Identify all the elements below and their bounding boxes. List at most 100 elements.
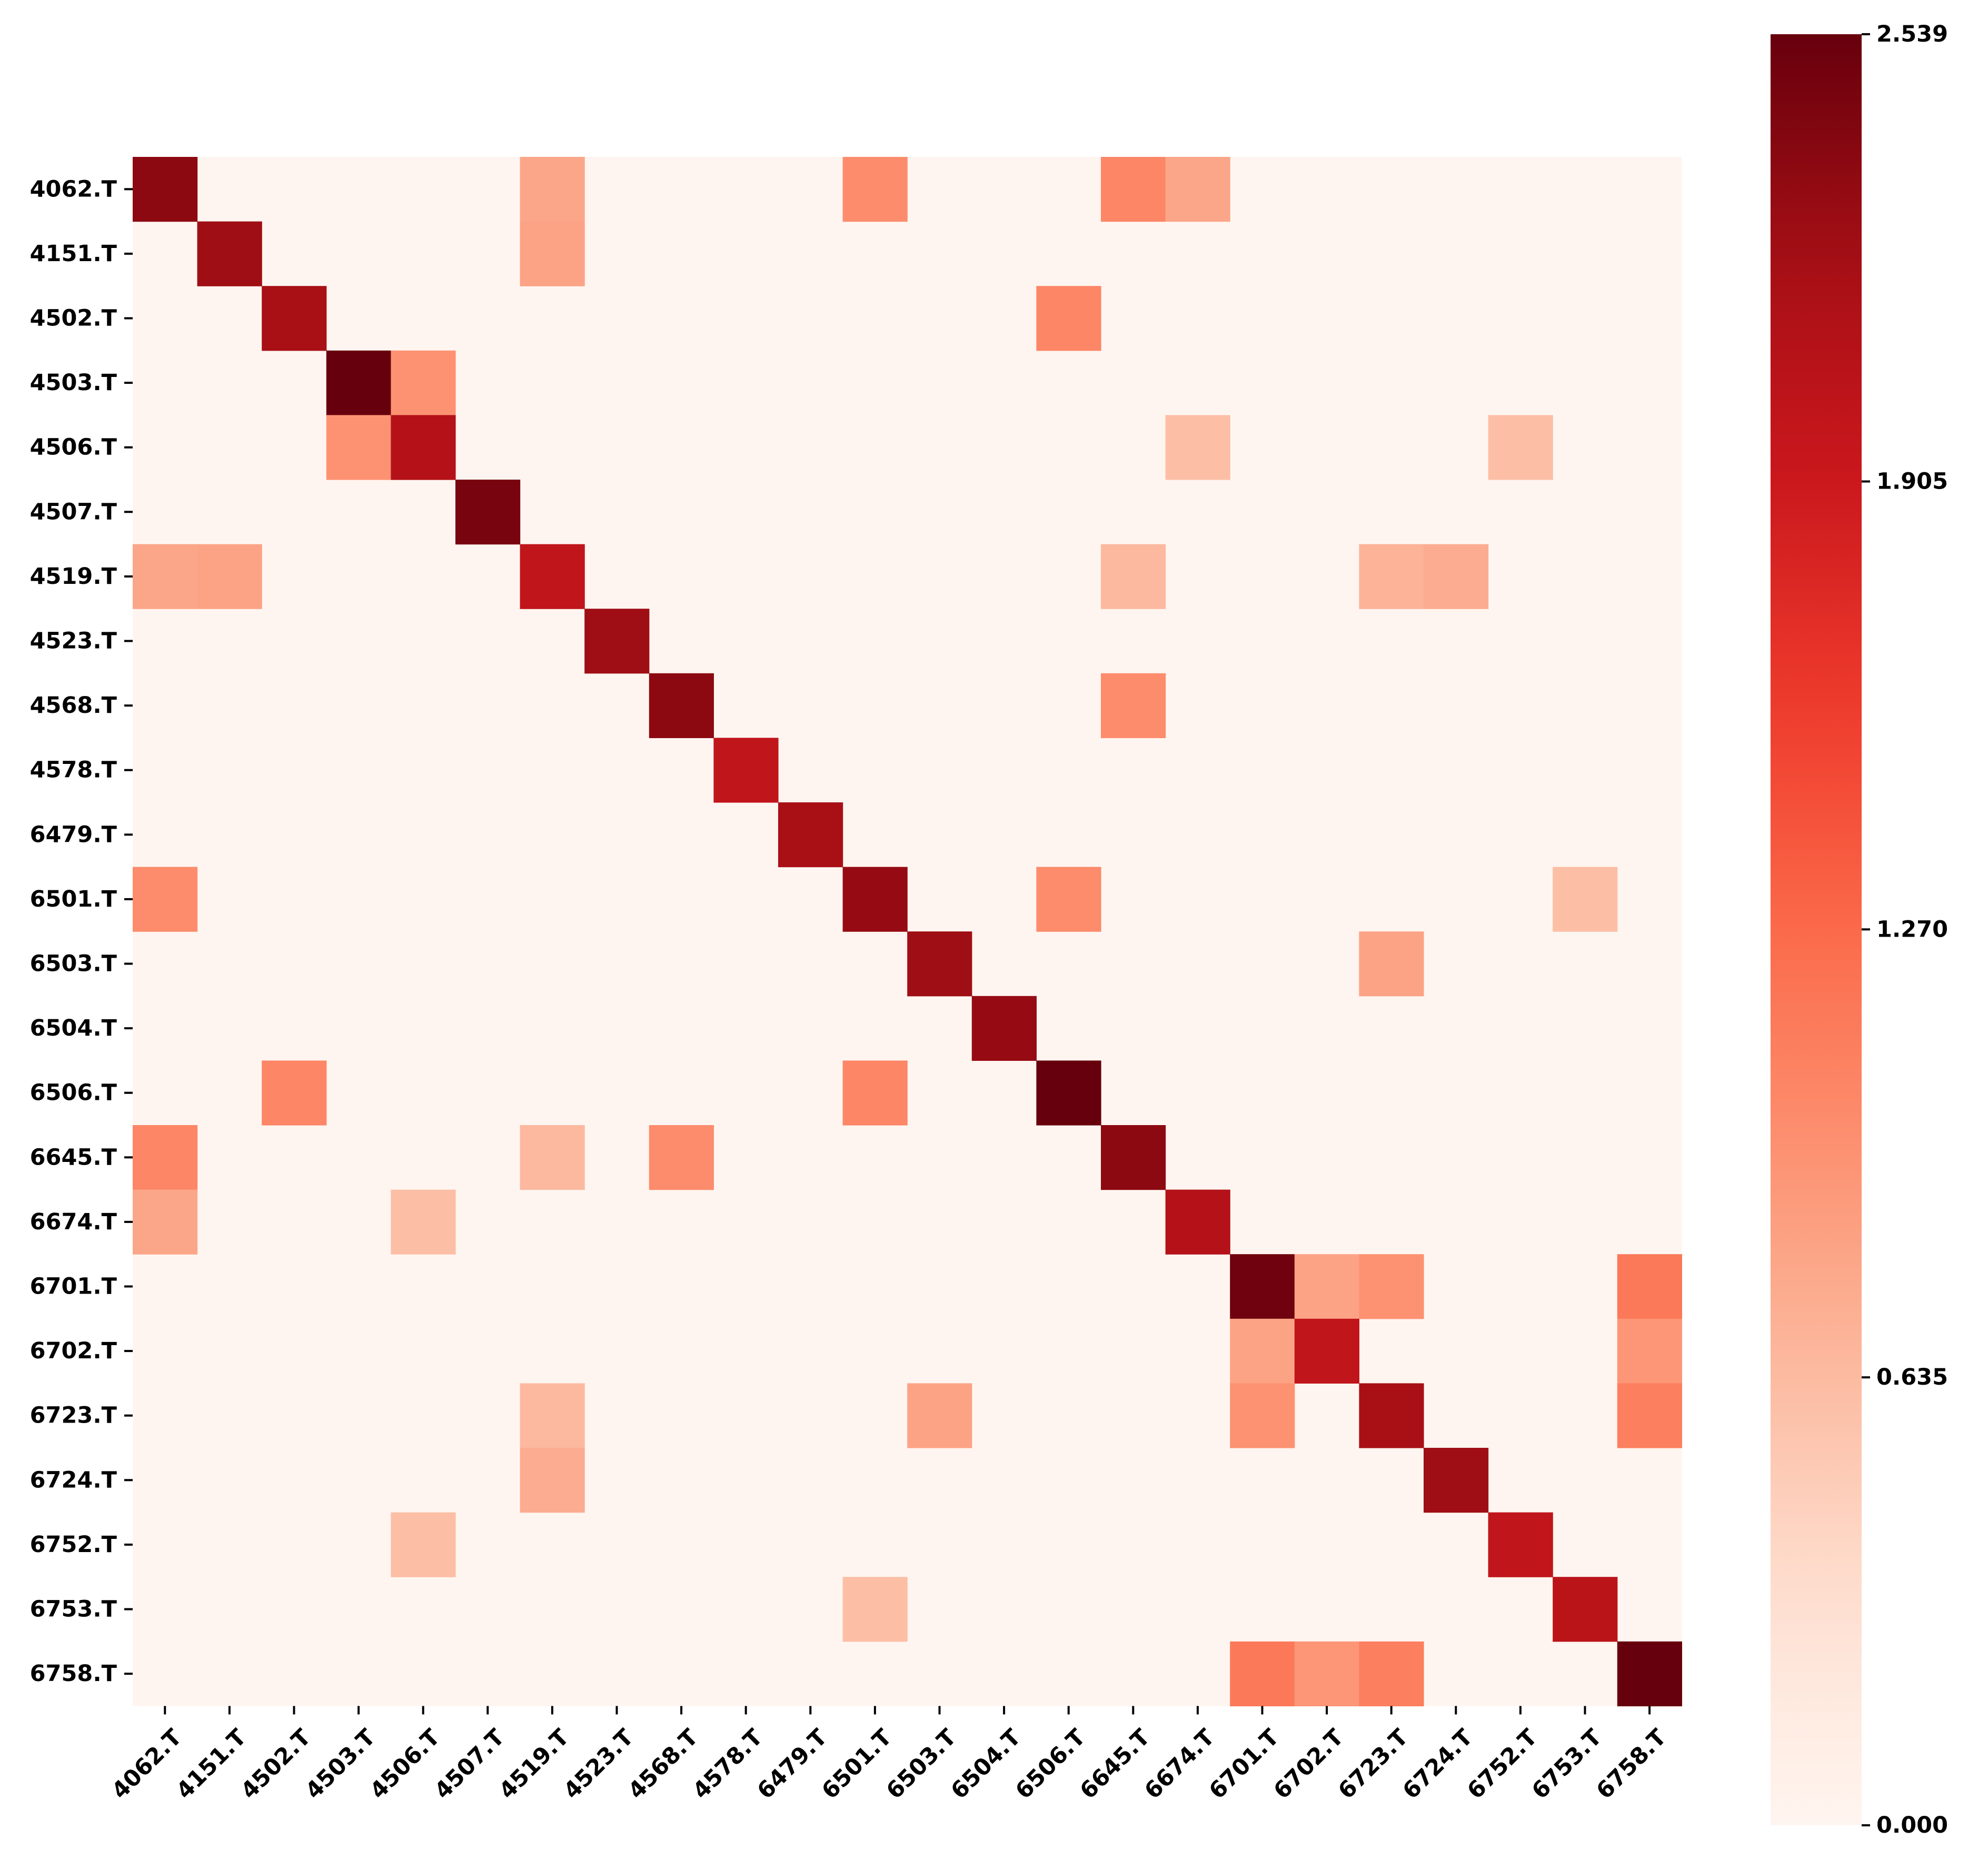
x-tick-label: 6724.T bbox=[1398, 1724, 1478, 1804]
x-tick-label: 4519.T bbox=[494, 1724, 574, 1804]
x-tick-label: 6645.T bbox=[1075, 1724, 1156, 1804]
y-tick-label: 6503.T bbox=[30, 951, 117, 977]
colorbar-tick-label: 0.635 bbox=[1876, 1364, 1948, 1390]
heatmap-cell bbox=[1036, 286, 1101, 351]
heatmap-cell bbox=[391, 1189, 456, 1255]
y-tick-label: 6702.T bbox=[30, 1338, 117, 1364]
colorbar-tick-label: 1.905 bbox=[1876, 468, 1948, 494]
heatmap-cell bbox=[520, 1448, 585, 1513]
heatmap-cell bbox=[1101, 544, 1166, 609]
y-tick-label: 6479.T bbox=[30, 821, 117, 848]
heatmap-cell bbox=[133, 544, 198, 609]
heatmap-cell bbox=[326, 415, 391, 480]
x-tick-label: 6702.T bbox=[1269, 1724, 1349, 1804]
y-tick-label: 6674.T bbox=[30, 1209, 117, 1235]
heatmap-cell bbox=[713, 738, 779, 803]
heatmap-cell bbox=[133, 1189, 198, 1255]
y-tick-label: 4519.T bbox=[30, 563, 117, 590]
heatmap-cell bbox=[133, 867, 198, 932]
heatmap-cell bbox=[326, 350, 391, 415]
heatmap-cell bbox=[649, 1125, 714, 1190]
colorbar-gradient bbox=[1771, 34, 1862, 1825]
y-tick-label: 6645.T bbox=[30, 1144, 117, 1170]
heatmap-cell bbox=[584, 609, 650, 674]
heatmap-cell bbox=[842, 1060, 908, 1126]
heatmap-cell bbox=[1359, 1641, 1424, 1706]
heatmap-cell bbox=[1230, 1383, 1295, 1448]
heatmap-cell bbox=[1101, 673, 1166, 738]
x-tick-label: 4578.T bbox=[688, 1724, 768, 1804]
x-tick-label: 6503.T bbox=[881, 1724, 962, 1804]
x-tick-label: 4502.T bbox=[236, 1724, 316, 1804]
y-tick-label: 4506.T bbox=[30, 434, 117, 461]
x-tick-label: 6723.T bbox=[1333, 1724, 1414, 1804]
heatmap-cell bbox=[1294, 1318, 1359, 1384]
colorbar-tick-label: 2.539 bbox=[1876, 21, 1948, 47]
y-tick-label: 6723.T bbox=[30, 1403, 117, 1429]
x-tick-label: 6504.T bbox=[946, 1724, 1027, 1804]
heatmap-cell bbox=[1165, 157, 1230, 222]
heatmap-cell bbox=[1617, 1254, 1682, 1319]
y-tick-label: 6504.T bbox=[30, 1015, 117, 1041]
heatmap-cell bbox=[1553, 867, 1618, 932]
heatmap-cell bbox=[1230, 1254, 1295, 1319]
y-tick-label: 6701.T bbox=[30, 1274, 117, 1300]
heatmap-cell bbox=[649, 673, 714, 738]
heatmap-cell bbox=[1165, 1189, 1230, 1255]
heatmap-cell bbox=[1294, 1254, 1359, 1319]
x-tick-label: 6674.T bbox=[1139, 1724, 1220, 1804]
x-tick-label: 6758.T bbox=[1592, 1724, 1672, 1804]
y-tick-label: 4578.T bbox=[30, 757, 117, 783]
heatmap-cell bbox=[262, 286, 327, 351]
y-tick-label: 6758.T bbox=[30, 1661, 117, 1687]
heatmap-cell bbox=[1359, 931, 1424, 997]
heatmap-cell bbox=[520, 1383, 585, 1448]
heatmap-cell bbox=[197, 544, 262, 609]
colorbar: 0.000 0.635 1.270 1.905 2.539 bbox=[1771, 21, 1948, 1838]
heatmap-cell bbox=[391, 350, 456, 415]
x-tick-label: 4507.T bbox=[430, 1724, 510, 1804]
x-tick-label: 4503.T bbox=[301, 1724, 381, 1804]
heatmap-cell bbox=[1424, 1448, 1489, 1513]
heatmap-cell bbox=[1294, 1641, 1359, 1706]
heatmap-cell bbox=[1359, 1254, 1424, 1319]
y-axis: 4062.T 4151.T 4502.T 4503.T 4506.T 4507.T 4519… bbox=[30, 176, 133, 1687]
y-tick-label: 4502.T bbox=[30, 305, 117, 332]
x-tick-label: 6506.T bbox=[1010, 1724, 1091, 1804]
y-tick-label: 4507.T bbox=[30, 499, 117, 525]
heatmap-cell bbox=[1488, 1512, 1553, 1577]
x-tick-label: 6501.T bbox=[817, 1724, 897, 1804]
heatmap-cell bbox=[520, 1125, 585, 1190]
heatmap-cell bbox=[1165, 415, 1230, 480]
x-tick-label: 4568.T bbox=[623, 1724, 704, 1804]
heatmap-cell bbox=[842, 867, 908, 932]
heatmap-cell bbox=[455, 480, 521, 545]
heatmap-cells bbox=[133, 157, 1682, 1706]
heatmap-cell bbox=[1036, 867, 1101, 932]
x-tick-label: 6479.T bbox=[752, 1724, 833, 1804]
heatmap-cell bbox=[1617, 1383, 1682, 1448]
y-tick-label: 4523.T bbox=[30, 628, 117, 654]
y-tick-label: 6501.T bbox=[30, 886, 117, 912]
x-tick-label: 6753.T bbox=[1527, 1724, 1607, 1804]
heatmap-cell bbox=[971, 996, 1037, 1061]
x-tick-label: 4506.T bbox=[365, 1724, 445, 1804]
heatmap-cell bbox=[842, 1577, 908, 1642]
heatmap-cell bbox=[1488, 415, 1553, 480]
heatmap-cell bbox=[133, 157, 198, 222]
colorbar-tick-label: 0.000 bbox=[1876, 1812, 1948, 1838]
heatmap-cell bbox=[1101, 157, 1166, 222]
x-tick-label: 4523.T bbox=[559, 1724, 639, 1804]
y-tick-label: 6724.T bbox=[30, 1467, 117, 1493]
heatmap-cell bbox=[520, 544, 585, 609]
y-tick-label: 4503.T bbox=[30, 370, 117, 396]
heatmap-cell bbox=[1101, 1125, 1166, 1190]
y-tick-label: 4568.T bbox=[30, 692, 117, 719]
heatmap-cell bbox=[262, 1060, 327, 1126]
heatmap-cell bbox=[391, 415, 456, 480]
heatmap-cell bbox=[907, 931, 972, 997]
colorbar-tick-label: 1.270 bbox=[1876, 916, 1948, 942]
heatmap-cell bbox=[1230, 1318, 1295, 1384]
heatmap-cell bbox=[778, 802, 843, 868]
